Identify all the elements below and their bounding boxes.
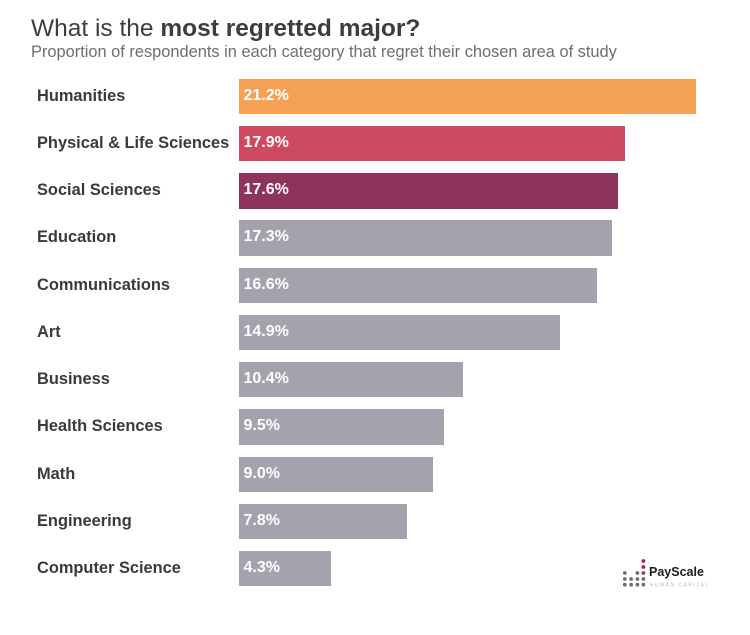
svg-text:HUMAN CAPITAL: HUMAN CAPITAL	[650, 583, 710, 589]
svg-text:PayScale: PayScale	[649, 565, 704, 579]
